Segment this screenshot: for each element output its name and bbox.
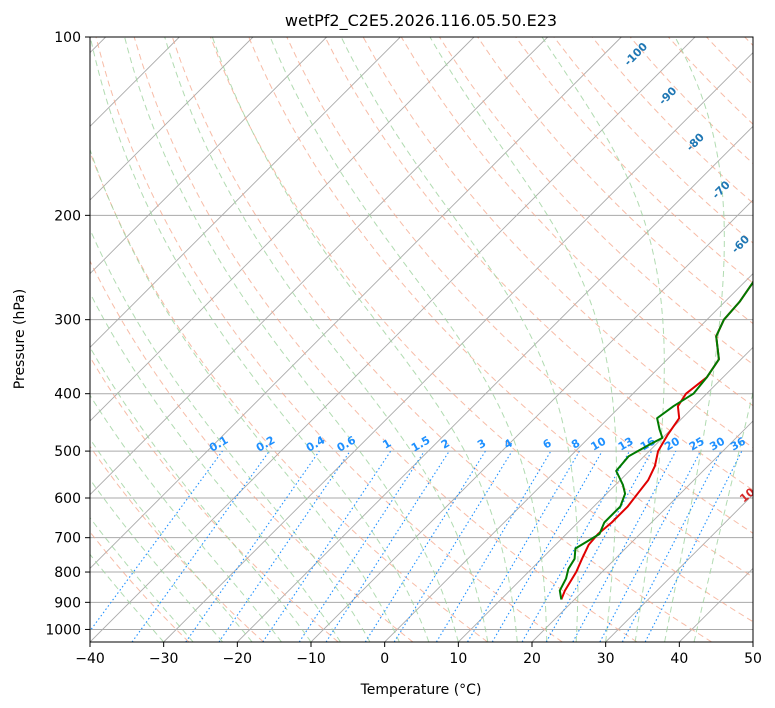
moist-adiabat-line (90, 394, 282, 642)
y-tick-label: 1000 (45, 622, 81, 638)
x-tick-label: 20 (523, 651, 541, 667)
moist-adiabat-line (269, 37, 548, 642)
isotherm-line (90, 37, 401, 348)
moist-adiabat-line (124, 37, 459, 642)
mixing-ratio-line (185, 450, 320, 642)
x-tick-label: 10 (449, 651, 467, 667)
y-tick-label: 700 (54, 531, 81, 547)
plot-frame (89, 36, 754, 643)
y-tick-label: 400 (54, 387, 81, 403)
dry-adiabat-line (90, 445, 264, 642)
isotherm-line (163, 52, 753, 642)
y-axis-title: Pressure (hPa) (12, 289, 28, 389)
dry-adiabat-line (210, 37, 753, 623)
dry-adiabat-line (515, 37, 753, 284)
moist-adiabat-line (90, 553, 165, 642)
dry-adiabat-line (324, 37, 753, 491)
moist-adiabat-line (90, 346, 312, 642)
mixing-ratio-line (218, 450, 351, 642)
moist-adiabat-line (693, 390, 753, 642)
moist-adiabat-line (90, 516, 194, 642)
x-tick-label: −10 (296, 651, 326, 667)
x-tick-label: 0 (380, 651, 389, 667)
mixing-ratio-line (467, 450, 580, 642)
moist-adiabat-line (90, 148, 400, 642)
moist-adiabat-line (90, 292, 341, 642)
isotherm-line (90, 37, 548, 496)
y-tick-label: 800 (54, 565, 81, 581)
y-tick-label: 300 (54, 313, 81, 329)
y-axis: 100 200 300 400 500 600 700 800 900 1000 (45, 30, 90, 638)
moist-adiabat-line (90, 37, 430, 642)
isotherm-line (605, 494, 753, 642)
y-tick-label: 100 (54, 30, 81, 46)
moist-adiabat-line (90, 438, 253, 642)
dewpoint-profile-line (558, 280, 753, 600)
isotherm-line (458, 346, 753, 642)
isotherm-line (237, 125, 753, 642)
moist-adiabat-line (90, 478, 223, 642)
dry-adiabat-line (286, 37, 753, 534)
isotherm-line (90, 37, 327, 275)
moist-adiabat-line (664, 37, 725, 642)
dry-adiabat-line (95, 37, 563, 642)
isotherm-line (384, 273, 753, 642)
mixing-ratio-line (325, 450, 450, 642)
dry-adiabat-line (171, 37, 712, 642)
moist-adiabat-line (340, 37, 579, 642)
chart-title: wetPf2_C2E5.2026.116.05.50.E23 (285, 11, 557, 31)
x-tick-label: 40 (670, 651, 688, 667)
x-axis-title: Temperature (°C) (360, 682, 482, 698)
dry-adiabat-line (133, 37, 638, 642)
isotherm-line (531, 420, 753, 642)
dry-adiabat-line (90, 356, 339, 642)
x-tick-label: 30 (597, 651, 615, 667)
moist-adiabat-line (211, 37, 518, 642)
mixing-ratio-line (364, 450, 486, 642)
background-lines (90, 37, 753, 642)
moist-adiabat-line (164, 37, 489, 642)
isotherm-line (90, 37, 475, 422)
x-tick-label: −20 (223, 651, 253, 667)
mixing-ratio-line (521, 450, 630, 642)
y-tick-label: 200 (54, 208, 81, 224)
isotherm-line (90, 37, 254, 201)
mixing-ratio-line (545, 450, 653, 642)
mixing-ratio-line (393, 450, 513, 642)
moist-adiabat-line (429, 37, 617, 642)
x-tick-label: −30 (149, 651, 179, 667)
sounding-profiles (558, 280, 753, 600)
isotherm-line (90, 37, 696, 642)
mixing-ratio-line (491, 450, 603, 642)
x-tick-label: 50 (744, 651, 762, 667)
moist-adiabat-line (541, 37, 665, 642)
y-tick-label: 900 (54, 595, 81, 611)
mixing-ratio-line (435, 450, 552, 642)
isotherm-line (90, 37, 622, 569)
moist-adiabat-line (90, 228, 371, 642)
x-tick-label: −40 (75, 651, 105, 667)
mixing-ratio-line (572, 450, 677, 642)
x-axis: −40 −30 −20 −10 0 10 20 30 40 50 (75, 642, 762, 667)
y-tick-label: 500 (54, 444, 81, 460)
y-tick-label: 600 (54, 491, 81, 507)
dry-adiabat-line (90, 259, 414, 642)
